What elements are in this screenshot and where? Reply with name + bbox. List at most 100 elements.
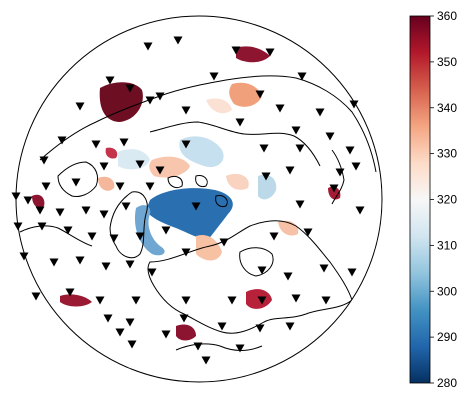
station-marker bbox=[57, 136, 67, 145]
station-marker bbox=[65, 288, 75, 297]
station-marker bbox=[161, 226, 171, 235]
station-marker bbox=[91, 140, 101, 149]
coastline-siberia-north bbox=[149, 121, 321, 167]
station-marker bbox=[209, 72, 219, 81]
station-marker bbox=[145, 182, 155, 191]
station-marker bbox=[257, 266, 267, 275]
station-marker bbox=[335, 168, 345, 177]
station-marker bbox=[75, 256, 85, 265]
station-marker bbox=[155, 166, 165, 175]
station-marker bbox=[351, 162, 361, 171]
station-marker bbox=[257, 296, 267, 305]
station-marker bbox=[41, 182, 51, 191]
station-marker bbox=[71, 178, 81, 187]
station-marker bbox=[291, 126, 301, 135]
coastline-scandinavia bbox=[57, 161, 99, 197]
coastline-greenland bbox=[109, 191, 148, 259]
coastline-japan bbox=[331, 149, 345, 205]
station-marker bbox=[39, 156, 49, 165]
station-marker bbox=[217, 322, 227, 331]
station-marker bbox=[181, 106, 191, 115]
colorbar-tick-label: 280 bbox=[437, 376, 457, 390]
coastline-eurasia bbox=[39, 75, 377, 173]
station-marker bbox=[125, 318, 135, 327]
colorbar-gradient bbox=[409, 15, 431, 384]
colorbar-tick-label: 290 bbox=[437, 330, 457, 344]
station-marker bbox=[345, 146, 355, 155]
station-marker bbox=[35, 206, 45, 215]
station-marker bbox=[161, 330, 171, 339]
station-marker bbox=[23, 196, 33, 205]
station-marker bbox=[131, 296, 141, 305]
field-region-alaska-salmon bbox=[196, 234, 222, 261]
station-marker bbox=[37, 222, 47, 231]
station-marker bbox=[55, 208, 65, 217]
station-marker bbox=[261, 172, 271, 181]
field-region-siberia-pale bbox=[179, 136, 224, 168]
colorbar-tick-label: 330 bbox=[437, 147, 457, 161]
station-marker bbox=[101, 262, 111, 271]
station-marker bbox=[127, 340, 137, 349]
station-marker bbox=[181, 140, 191, 149]
station-marker bbox=[63, 226, 73, 235]
station-marker bbox=[255, 90, 265, 99]
globe bbox=[11, 15, 383, 383]
station-marker bbox=[275, 104, 285, 113]
station-marker bbox=[319, 264, 329, 273]
field-region-pacific-darkred bbox=[176, 324, 196, 341]
field-region-canada-salmon bbox=[226, 173, 249, 190]
station-marker bbox=[191, 202, 201, 211]
station-marker bbox=[145, 96, 155, 105]
station-marker bbox=[235, 118, 245, 127]
station-marker bbox=[201, 356, 211, 365]
station-marker bbox=[315, 108, 325, 117]
coastline-arctic-islands bbox=[167, 175, 228, 207]
field-region-polar-lightblue bbox=[134, 205, 165, 256]
station-marker bbox=[231, 46, 241, 55]
station-marker bbox=[99, 210, 109, 219]
station-marker bbox=[125, 84, 135, 93]
station-marker bbox=[119, 138, 129, 147]
coastline-hudson-bay bbox=[239, 247, 274, 277]
station-marker bbox=[155, 92, 165, 101]
station-marker bbox=[269, 232, 279, 241]
station-marker bbox=[329, 184, 339, 193]
station-marker bbox=[321, 296, 331, 305]
station-marker bbox=[87, 232, 97, 241]
globe-outline bbox=[15, 15, 383, 383]
station-marker bbox=[297, 72, 307, 81]
colorbar-tick-label: 360 bbox=[437, 9, 457, 23]
station-marker bbox=[81, 206, 91, 215]
colorbar-tick-group: 360 350 340 330 320 310 300 290 280 bbox=[430, 9, 457, 390]
station-marker bbox=[347, 268, 357, 277]
station-marker bbox=[121, 202, 131, 211]
station-marker bbox=[325, 132, 335, 141]
station-marker bbox=[291, 294, 301, 303]
station-marker bbox=[135, 160, 145, 169]
station-marker bbox=[227, 296, 237, 305]
field-region-polar-blue bbox=[146, 188, 233, 240]
station-marker bbox=[143, 42, 153, 51]
coastline-north-america bbox=[147, 220, 353, 334]
station-marker bbox=[105, 76, 115, 85]
colorbar-tick-label: 310 bbox=[437, 238, 457, 252]
coastline-layer bbox=[19, 75, 377, 351]
colorbar-tick-label: 300 bbox=[437, 284, 457, 298]
field-region-canada-lightblue bbox=[258, 174, 277, 200]
station-marker bbox=[265, 48, 275, 57]
field-region-scandinavia-salmon bbox=[98, 176, 115, 191]
station-marker bbox=[135, 232, 145, 241]
station-marker bbox=[295, 144, 305, 153]
field-region-east-darkred bbox=[236, 46, 270, 63]
station-marker bbox=[179, 314, 189, 323]
station-marker bbox=[125, 260, 135, 269]
station-marker bbox=[285, 166, 295, 175]
station-marker bbox=[147, 268, 157, 277]
colorbar: 360 350 340 330 320 310 300 290 280 bbox=[409, 9, 457, 390]
coastline-mediterranean bbox=[19, 225, 93, 247]
station-marker bbox=[115, 328, 125, 337]
station-marker bbox=[99, 162, 109, 171]
coastline-pacific-islands bbox=[175, 343, 263, 351]
station-marker bbox=[219, 238, 229, 247]
